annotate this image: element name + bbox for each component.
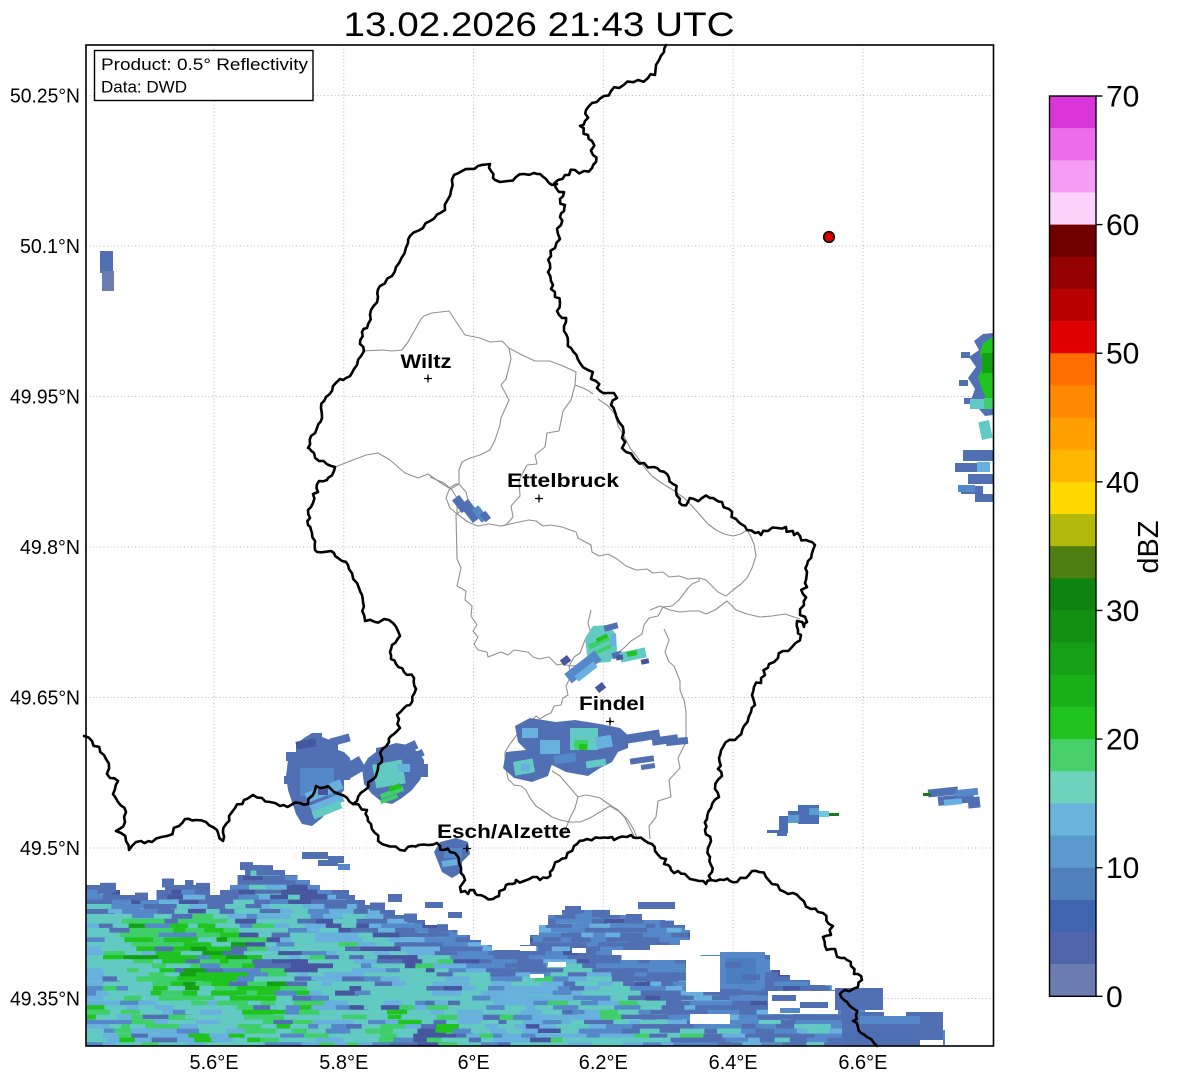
svg-text:6.6°E: 6.6°E xyxy=(838,1052,887,1074)
svg-text:70: 70 xyxy=(1106,81,1139,114)
svg-text:0: 0 xyxy=(1106,981,1123,1014)
svg-text:50: 50 xyxy=(1106,338,1139,371)
svg-text:49.5°N: 49.5°N xyxy=(20,838,80,860)
svg-text:49.8°N: 49.8°N xyxy=(20,537,80,559)
svg-text:60: 60 xyxy=(1106,209,1139,242)
svg-text:Esch/Alzette: Esch/Alzette xyxy=(437,822,571,843)
svg-text:dBZ: dBZ xyxy=(1133,520,1165,573)
svg-text:30: 30 xyxy=(1106,595,1139,628)
svg-text:Wiltz: Wiltz xyxy=(401,352,452,373)
svg-text:49.35°N: 49.35°N xyxy=(10,989,80,1011)
svg-text:10: 10 xyxy=(1106,852,1139,885)
svg-text:50.25°N: 50.25°N xyxy=(10,86,80,108)
svg-text:49.65°N: 49.65°N xyxy=(10,688,80,710)
svg-text:20: 20 xyxy=(1106,724,1139,757)
svg-text:40: 40 xyxy=(1106,466,1139,499)
svg-text:6.4°E: 6.4°E xyxy=(709,1052,758,1074)
svg-text:6°E: 6°E xyxy=(458,1052,490,1074)
svg-text:Data: DWD: Data: DWD xyxy=(101,78,187,97)
svg-text:Findel: Findel xyxy=(579,694,645,715)
svg-text:50.1°N: 50.1°N xyxy=(20,236,80,258)
svg-text:6.2°E: 6.2°E xyxy=(579,1052,628,1074)
svg-text:5.6°E: 5.6°E xyxy=(190,1052,239,1074)
svg-text:49.95°N: 49.95°N xyxy=(10,387,80,409)
svg-text:13.02.2026 21:43 UTC: 13.02.2026 21:43 UTC xyxy=(344,6,735,44)
svg-text:Ettelbruck: Ettelbruck xyxy=(507,471,620,492)
svg-text:Product: 0.5° Reflectivity: Product: 0.5° Reflectivity xyxy=(101,55,309,74)
svg-text:5.8°E: 5.8°E xyxy=(319,1052,368,1074)
